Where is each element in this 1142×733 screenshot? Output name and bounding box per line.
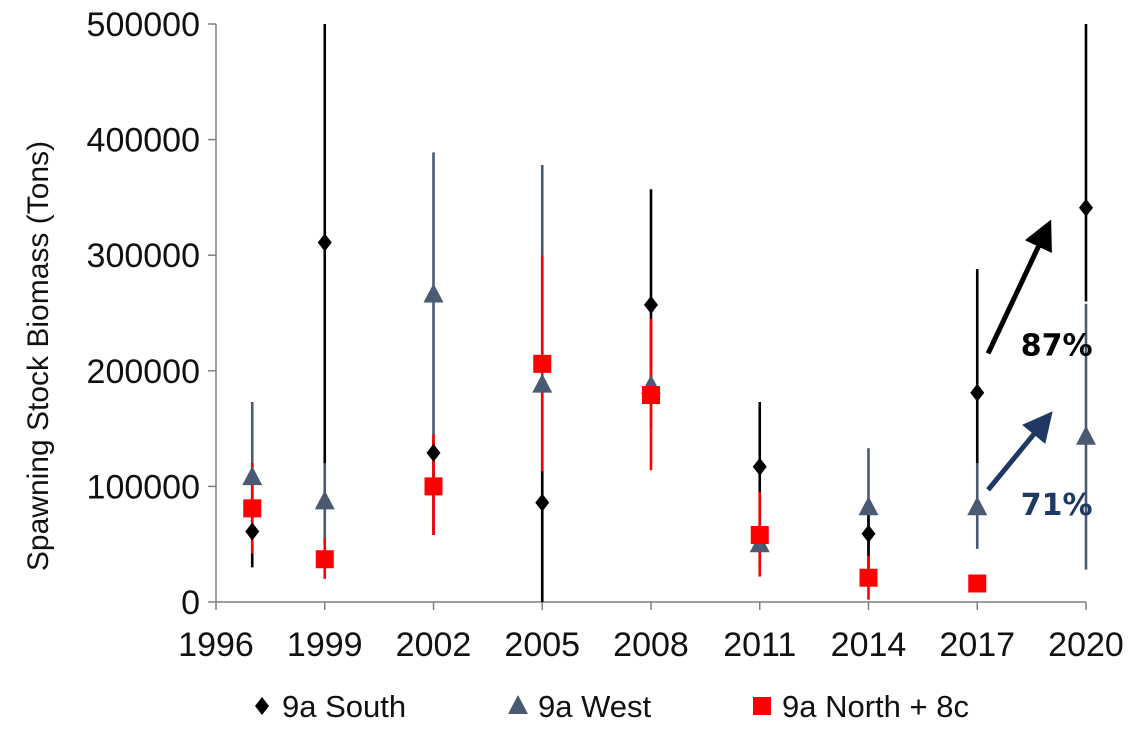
x-tick-label: 2002 [396, 626, 472, 664]
point-9a-south-1997 [245, 522, 260, 541]
point-9a-north-8c-1997 [243, 499, 262, 518]
y-tick-label: 500000 [87, 6, 200, 44]
x-tick-label: 2011 [723, 626, 796, 664]
x-tick-label: 2008 [613, 626, 689, 664]
point-9a-west-1999 [314, 490, 335, 510]
x-tick-label: 2005 [504, 626, 580, 664]
legend-label: 9a North + 8c [782, 689, 969, 724]
error-bars [250, 24, 1088, 602]
point-9a-south-1999 [317, 233, 332, 252]
annotation-arrow [985, 219, 1052, 355]
y-axis-title: Spawning Stock Biomass (Tons) [22, 141, 55, 571]
point-9a-south-2011 [752, 457, 767, 476]
legend-label: 9a South [282, 689, 406, 724]
point-9a-north-8c-2014 [859, 568, 878, 587]
x-tick-label: 2020 [1048, 626, 1124, 664]
point-9a-north-8c-2011 [750, 525, 769, 544]
point-9a-west-1997 [242, 466, 263, 486]
point-9a-west-2020 [1076, 425, 1096, 445]
point-9a-north-8c-2002 [424, 477, 443, 496]
y-axis: 0 100000 200000 300000 400000 500000 [87, 6, 217, 622]
legend-label: 9a West [538, 689, 652, 724]
point-9a-south-2017 [970, 383, 985, 402]
point-9a-south-2020 [1079, 198, 1093, 217]
point-9a-south-2005 [535, 493, 550, 512]
legend-item-9a-south: 9a South [255, 689, 406, 724]
y-tick-label: 0 [181, 584, 200, 622]
x-tick-label: 2014 [831, 626, 907, 664]
point-9a-south-2002 [426, 443, 441, 462]
y-tick-label: 100000 [87, 468, 200, 506]
legend-marker [255, 697, 269, 715]
x-axis: 1996 1999 2002 2005 2008 2011 2014 2017 2020 [178, 601, 1124, 664]
y-tick-label: 200000 [87, 353, 200, 391]
x-tick-label: 1999 [287, 626, 363, 664]
point-9a-north-8c-2017 [968, 574, 987, 593]
point-9a-north-8c-2005 [533, 354, 552, 373]
annotation-label: 71% [1021, 488, 1093, 523]
y-tick-label: 300000 [87, 237, 200, 275]
point-9a-south-2008 [644, 295, 658, 314]
point-9a-north-8c-2008 [642, 386, 660, 405]
annotation-arrow [986, 411, 1053, 492]
point-9a-west-2002 [423, 283, 444, 303]
point-9a-west-2014 [858, 496, 879, 516]
legend-item-9a-west: 9a West [508, 689, 652, 724]
legend-marker [508, 695, 528, 714]
legend-marker [753, 697, 771, 715]
x-tick-label: 1996 [178, 626, 254, 664]
x-tick-label: 2017 [939, 626, 1015, 664]
legend: 9a South 9a West 9a North + 8c [255, 689, 969, 724]
data-markers [242, 198, 1096, 593]
point-9a-west-2005 [532, 373, 553, 393]
y-tick-label: 400000 [87, 122, 200, 160]
annotation-label: 87% [1021, 328, 1093, 363]
point-9a-west-2017 [967, 496, 988, 516]
legend-item-9a-north-8c: 9a North + 8c [753, 689, 969, 724]
annotations: 87% 71% [985, 219, 1093, 523]
point-9a-south-2014 [861, 524, 876, 543]
point-9a-north-8c-1999 [315, 550, 334, 569]
